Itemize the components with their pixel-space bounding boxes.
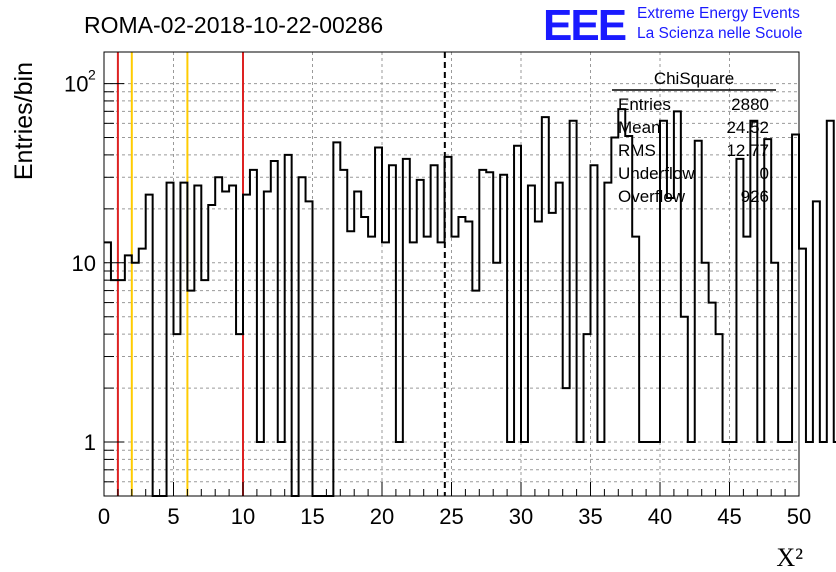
x-tick-label: 0 <box>98 504 110 529</box>
y-axis-label: Entries/bin <box>10 62 38 180</box>
histogram-outline <box>104 108 836 497</box>
x-axis-label: X² <box>776 543 803 572</box>
stats-title: ChiSquare <box>654 69 734 88</box>
axis-ticks <box>103 83 800 497</box>
stats-label: Underflow <box>618 164 695 183</box>
x-tick-label: 35 <box>578 504 602 529</box>
y-tick-label: 10 <box>72 251 96 276</box>
stats-label: Mean <box>618 118 661 137</box>
y-tick-label: 10 <box>64 72 88 97</box>
x-tick-label: 50 <box>787 504 811 529</box>
x-tick-label: 15 <box>300 504 324 529</box>
logo-line-2: La Scienza nelle Scuole <box>637 25 802 42</box>
stats-value: 12.77 <box>726 141 769 160</box>
x-tick-labels: 0 5 10 15 20 25 30 35 40 45 50 <box>98 504 811 529</box>
stats-box: ChiSquare Entries 2880 Mean 24.52 RMS 12.77 Un… <box>612 69 776 206</box>
stats-label: RMS <box>618 141 656 160</box>
stats-label: Entries <box>618 95 671 114</box>
eee-logo-mark: EEE <box>543 1 626 50</box>
stats-value: 926 <box>741 187 769 206</box>
stats-value: 2880 <box>731 95 769 114</box>
stats-rows: Entries 2880 Mean 24.52 RMS 12.77 Underflow 0 Ov… <box>618 95 769 206</box>
chart-title: ROMA-02-2018-10-22-00286 <box>84 12 383 38</box>
y-tick-label-exponent: 2 <box>88 67 96 83</box>
x-tick-label: 20 <box>370 504 394 529</box>
stats-value: 0 <box>760 164 769 183</box>
x-tick-label: 5 <box>167 504 179 529</box>
x-tick-label: 25 <box>439 504 463 529</box>
stats-value: 24.52 <box>726 118 769 137</box>
x-tick-label: 10 <box>231 504 255 529</box>
logo-line-1: Extreme Energy Events <box>637 5 800 22</box>
eee-logo: EEE Extreme Energy Events La Scienza nel… <box>543 1 802 50</box>
x-tick-label: 30 <box>509 504 533 529</box>
x-tick-label: 40 <box>648 504 672 529</box>
y-tick-label: 1 <box>84 430 96 455</box>
x-tick-label: 45 <box>717 504 741 529</box>
stats-label: Overflow <box>618 187 686 206</box>
